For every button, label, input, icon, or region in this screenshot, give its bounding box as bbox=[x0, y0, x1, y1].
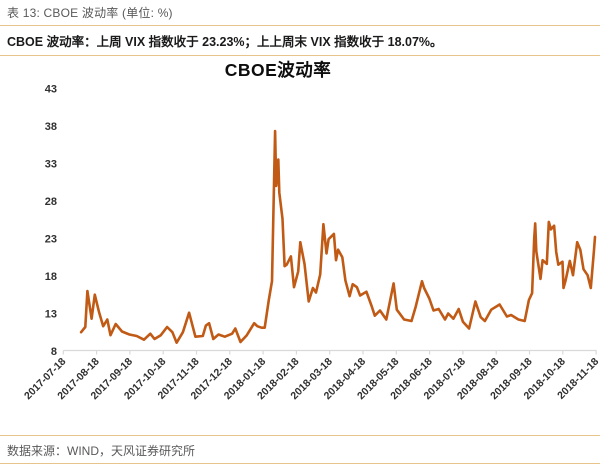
y-tick-label: 8 bbox=[51, 346, 57, 358]
vix-series-line bbox=[79, 129, 597, 345]
y-tick-label: 38 bbox=[45, 121, 57, 133]
y-tick-label: 28 bbox=[45, 196, 57, 208]
data-source: 数据来源：WIND，天风证券研究所 bbox=[7, 444, 195, 458]
y-tick-label: 33 bbox=[45, 158, 57, 170]
y-tick-label: 43 bbox=[45, 83, 57, 95]
y-tick-label: 13 bbox=[45, 308, 57, 320]
y-tick-label: 23 bbox=[45, 233, 57, 245]
summary-text: CBOE 波动率：上周 VIX 指数收于 23.23%；上上周末 VIX 指数收… bbox=[7, 35, 443, 49]
summary-box: CBOE 波动率：上周 VIX 指数收于 23.23%；上上周末 VIX 指数收… bbox=[0, 25, 600, 56]
source-footer: 数据来源：WIND，天风证券研究所 bbox=[0, 435, 600, 464]
table-caption: 表 13: CBOE 波动率 (单位: %) bbox=[7, 6, 173, 20]
y-tick-label: 18 bbox=[45, 271, 57, 283]
chart-title: CBOE波动率 bbox=[224, 60, 332, 80]
